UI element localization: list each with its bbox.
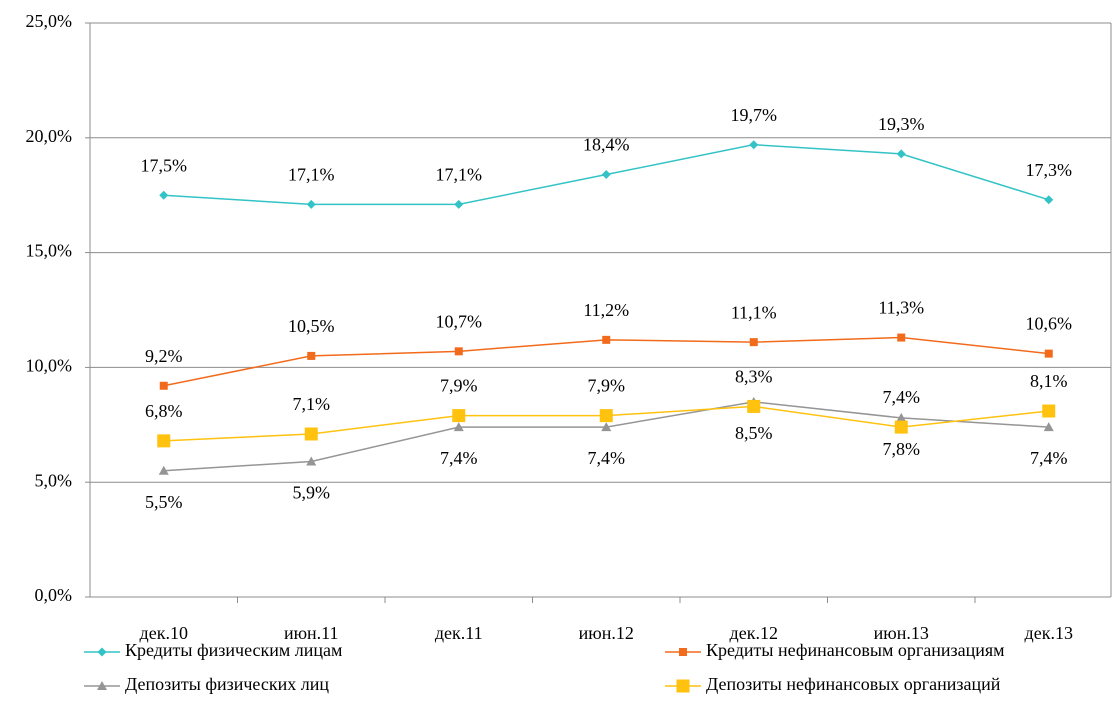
x-tick-label: июн.13 — [874, 623, 929, 643]
x-tick-label: июн.11 — [284, 623, 339, 643]
legend-label: Депозиты физических лиц — [125, 674, 329, 694]
data-label: 10,5% — [288, 316, 335, 336]
data-label: 7,1% — [293, 394, 331, 414]
marker — [896, 149, 906, 159]
x-tick-label: дек.13 — [1025, 623, 1073, 643]
marker — [1042, 404, 1056, 418]
marker — [454, 199, 464, 209]
data-label: 19,3% — [878, 114, 925, 134]
data-label: 7,9% — [440, 376, 478, 396]
data-label: 7,8% — [883, 439, 921, 459]
x-tick-label: дек.11 — [435, 623, 483, 643]
data-label: 7,4% — [883, 387, 921, 407]
data-label: 5,9% — [293, 483, 331, 503]
legend-label: Депозиты нефинансовых организаций — [706, 674, 1001, 694]
marker — [1044, 349, 1053, 358]
marker — [897, 333, 906, 342]
data-label: 10,7% — [436, 311, 483, 331]
data-label: 8,1% — [1030, 371, 1068, 391]
y-tick-label: 25,0% — [26, 11, 73, 31]
data-label: 17,3% — [1026, 160, 1073, 180]
marker — [158, 465, 169, 475]
marker — [454, 347, 463, 356]
y-tick-label: 5,0% — [35, 470, 73, 490]
x-tick-label: дек.10 — [140, 623, 188, 643]
marker — [307, 351, 316, 360]
marker — [306, 456, 317, 466]
data-label: 10,6% — [1026, 314, 1073, 334]
legend-marker — [97, 681, 107, 690]
y-tick-label: 10,0% — [26, 356, 73, 376]
marker — [894, 420, 908, 434]
marker — [749, 140, 759, 150]
marker — [1044, 195, 1054, 205]
marker — [159, 381, 168, 390]
data-label: 7,9% — [588, 376, 626, 396]
data-label: 5,5% — [145, 492, 183, 512]
marker — [896, 412, 907, 422]
marker — [601, 170, 611, 180]
marker — [304, 427, 318, 441]
legend-marker — [679, 648, 687, 656]
marker — [601, 422, 612, 432]
data-label: 17,1% — [288, 165, 335, 185]
y-tick-label: 0,0% — [35, 585, 73, 605]
data-label: 17,5% — [141, 155, 188, 175]
marker — [453, 422, 464, 432]
marker — [747, 399, 761, 413]
data-label: 8,3% — [735, 367, 773, 387]
marker — [159, 190, 169, 200]
data-label: 11,3% — [878, 298, 924, 318]
marker — [749, 338, 758, 347]
marker — [599, 409, 613, 423]
marker — [157, 434, 171, 448]
x-tick-label: дек.12 — [730, 623, 778, 643]
data-label: 17,1% — [436, 165, 483, 185]
marker — [452, 409, 466, 423]
legend-label: Кредиты нефинансовым организациям — [706, 640, 1005, 660]
legend-label: Кредиты физическим лицам — [125, 640, 342, 660]
data-label: 7,4% — [588, 448, 626, 468]
data-label: 9,2% — [145, 346, 183, 366]
y-tick-label: 15,0% — [26, 241, 73, 261]
data-label: 19,7% — [731, 105, 778, 125]
data-label: 8,5% — [735, 423, 773, 443]
legend-marker — [676, 679, 690, 693]
y-tick-label: 20,0% — [26, 126, 73, 146]
marker — [602, 335, 611, 344]
legend-marker — [97, 647, 107, 657]
data-label: 18,4% — [583, 135, 630, 155]
data-label: 7,4% — [440, 448, 478, 468]
marker — [1043, 422, 1054, 432]
data-label: 6,8% — [145, 401, 183, 421]
x-tick-label: июн.12 — [579, 623, 634, 643]
marker — [306, 199, 316, 209]
data-label: 7,4% — [1030, 448, 1068, 468]
data-label: 11,2% — [583, 300, 629, 320]
data-label: 11,1% — [731, 302, 777, 322]
